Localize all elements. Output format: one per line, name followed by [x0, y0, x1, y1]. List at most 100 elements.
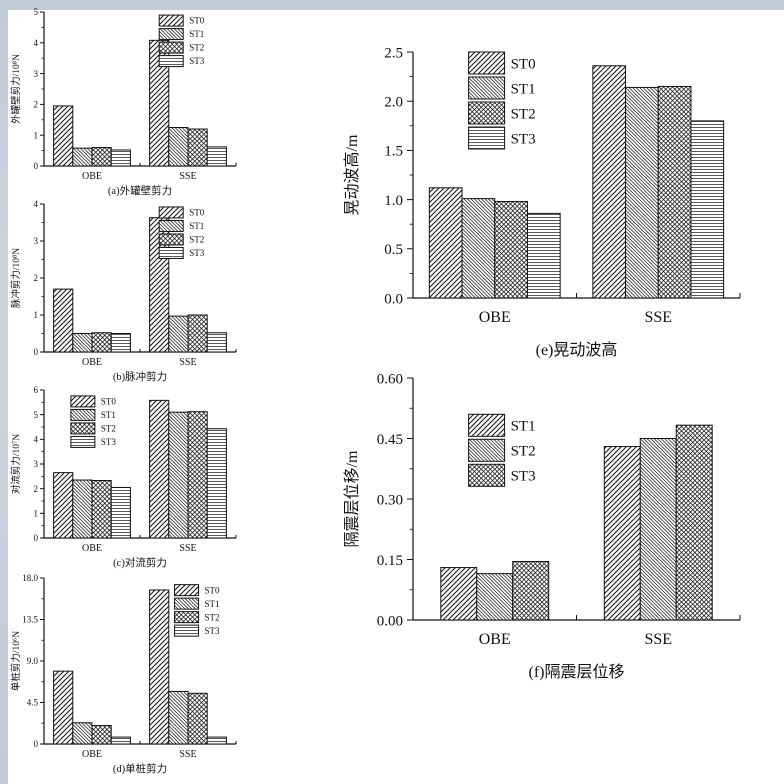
chart-c-legend-label-ST3: ST3	[101, 437, 117, 447]
chart-d-bar-ST2-SSE	[187, 692, 208, 745]
chart-c-legend-swatch-ST2	[70, 422, 96, 435]
svg-text:6: 6	[34, 385, 39, 395]
chart-f-legend-label-ST2: ST2	[511, 444, 536, 460]
svg-text:0: 0	[34, 739, 39, 749]
chart-a-legend-label-ST0: ST0	[189, 16, 205, 26]
chart-f-bar-ST3-OBE	[512, 561, 550, 621]
chart-e-bar-ST0-OBE	[428, 187, 463, 299]
svg-text:0.15: 0.15	[377, 553, 403, 569]
chart-d-ylabel: 单桩剪力/10⁶N	[10, 631, 22, 691]
chart-d-bar-ST3-OBE	[110, 736, 131, 745]
chart-e-legend-label-ST0: ST0	[511, 56, 536, 72]
chart-c-bar-ST2-SSE	[187, 411, 208, 539]
chart-b-ylabel: 脉冲剪力/10⁸N	[10, 248, 22, 308]
chart-e-bar-ST3-OBE	[526, 212, 561, 299]
chart-d-legend-swatch-ST3	[174, 624, 200, 637]
chart-f-legend-label-ST1: ST1	[511, 419, 536, 435]
chart-c-ylabel: 对流剪力/10⁷N	[10, 434, 22, 494]
chart-e-legend-swatch-ST1	[468, 76, 506, 100]
chart-b-bar-ST3-SSE	[206, 332, 227, 353]
chart-c-bar-ST1-SSE	[168, 411, 189, 539]
chart-f-bar-ST2-OBE	[476, 573, 514, 621]
chart-c-caption: (c)对流剪力	[113, 558, 167, 569]
svg-text:2.5: 2.5	[384, 45, 403, 61]
svg-text:4: 4	[34, 434, 39, 444]
svg-text:3: 3	[34, 459, 39, 469]
chart-b-bar-ST2-SSE	[187, 314, 208, 353]
chart-e-legend-swatch-ST2	[468, 101, 506, 125]
chart-a-canvas: 0 1 2 3 4 5 OBE SSE ST0 ST1 ST2 ST3 外罐壁剪力/10⁸N	[10, 7, 237, 182]
chart-b-legend-label-ST3: ST3	[189, 248, 205, 258]
chart-f-bar-ST1-OBE	[440, 567, 478, 621]
chart-c-bar-ST1-OBE	[72, 479, 93, 539]
chart-e-legend-swatch-ST0	[468, 51, 506, 75]
chart-f-category-label: OBE	[479, 631, 511, 648]
chart-d-bar-ST0-SSE	[149, 589, 170, 745]
svg-text:0.60: 0.60	[377, 371, 403, 387]
chart-c-category-label: SSE	[179, 543, 196, 554]
svg-text:0.5: 0.5	[384, 242, 403, 258]
chart-d-bar-ST1-SSE	[168, 690, 189, 745]
chart-e-canvas: 0.0 0.5 1.0 1.5 2.0 2.5 OBE SSE ST0 ST1 ST2 ST3 晃动波高…	[343, 45, 741, 326]
svg-text:4: 4	[34, 199, 39, 209]
chart-f-legend-label-ST3: ST3	[511, 469, 536, 485]
chart-c-bar-ST2-OBE	[91, 480, 112, 539]
chart-a-category-label: OBE	[82, 171, 102, 182]
svg-text:1: 1	[34, 310, 39, 320]
chart-d-legend-label-ST3: ST3	[205, 626, 221, 636]
chart-impulsive-shear: 0 1 2 3 4 OBE SSE ST0 ST1 ST2 ST3 脉冲剪力/10⁸N (b)脉冲剪力	[8, 198, 256, 384]
chart-e-category-label: OBE	[479, 309, 511, 326]
chart-c-legend-swatch-ST0	[70, 395, 96, 408]
chart-b-category-label: SSE	[179, 357, 196, 368]
chart-b-bar-ST1-SSE	[168, 315, 189, 353]
chart-d-canvas: 0 4.5 9.0 13.5 18.0 OBE SSE ST0 ST1 ST2 ST3 单桩剪力/10…	[10, 573, 237, 760]
chart-d-category-label: OBE	[82, 749, 102, 760]
svg-text:5: 5	[34, 410, 39, 420]
chart-c-legend-label-ST1: ST1	[101, 410, 116, 420]
svg-text:1.0: 1.0	[384, 193, 403, 209]
chart-single-pile-shear: 0 4.5 9.0 13.5 18.0 OBE SSE ST0 ST1 ST2 ST3 单桩剪力/10…	[8, 572, 256, 776]
chart-c-canvas: 0 1 2 3 4 5 6 OBE SSE ST0 ST1 ST2 ST3 对流剪力/10⁷N	[10, 385, 237, 554]
chart-b-canvas: 0 1 2 3 4 OBE SSE ST0 ST1 ST2 ST3 脉冲剪力/10⁸N	[10, 199, 237, 368]
chart-d-legend-label-ST2: ST2	[205, 612, 220, 622]
chart-b-legend-swatch-ST1	[158, 219, 184, 232]
chart-d-legend-label-ST0: ST0	[205, 585, 221, 595]
chart-c-bar-ST3-OBE	[110, 486, 131, 539]
chart-e-bar-ST3-SSE	[690, 120, 725, 299]
chart-b-category-label: OBE	[82, 357, 102, 368]
chart-b-legend-label-ST0: ST0	[189, 208, 205, 218]
chart-f-caption: (f)隔震层位移	[528, 664, 625, 681]
chart-c-legend-label-ST2: ST2	[101, 424, 116, 434]
chart-e-bar-ST2-SSE	[657, 85, 692, 299]
svg-text:0: 0	[34, 161, 39, 171]
svg-text:5: 5	[34, 7, 39, 17]
chart-b-legend-label-ST2: ST2	[189, 235, 204, 245]
chart-isolation-layer-displacement: 0.00 0.15 0.30 0.45 0.60 OBE SSE ST1 ST2 ST3 隔震层位移…	[335, 368, 760, 682]
chart-b-caption: (b)脉冲剪力	[112, 372, 168, 383]
chart-b-legend-swatch-ST3	[158, 246, 184, 259]
chart-d-bar-ST2-OBE	[91, 725, 112, 745]
chart-f-ylabel: 隔震层位移/m	[343, 450, 361, 547]
chart-c-bar-ST0-SSE	[149, 399, 170, 539]
chart-c-legend-swatch-ST1	[70, 408, 96, 421]
svg-text:0: 0	[34, 533, 39, 543]
chart-e-legend-swatch-ST3	[468, 126, 506, 150]
chart-a-legend-swatch-ST3	[158, 55, 184, 68]
svg-text:0.45: 0.45	[377, 432, 403, 448]
chart-e-bar-ST2-OBE	[494, 201, 528, 299]
chart-a-legend-swatch-ST2	[158, 41, 184, 54]
chart-d-legend-swatch-ST0	[174, 584, 200, 597]
chart-d-category-label: SSE	[179, 749, 196, 760]
chart-a-legend-label-ST1: ST1	[189, 29, 204, 39]
svg-text:0.00: 0.00	[377, 613, 403, 629]
chart-d-bar-ST3-SSE	[206, 736, 227, 745]
chart-outer-tank-wall-shear: 0 1 2 3 4 5 OBE SSE ST0 ST1 ST2 ST3 外罐壁剪力/10⁸N (a)外罐…	[8, 6, 256, 198]
chart-f-legend-swatch-ST2	[468, 438, 506, 462]
chart-a-bar-ST3-SSE	[206, 146, 227, 167]
chart-d-legend-label-ST1: ST1	[205, 599, 220, 609]
chart-convective-shear: 0 1 2 3 4 5 6 OBE SSE ST0 ST1 ST2 ST3 对流剪力/10⁷N (c)对流…	[8, 384, 256, 570]
chart-e-legend-label-ST3: ST3	[511, 131, 536, 147]
chart-e-legend-label-ST2: ST2	[511, 106, 536, 122]
svg-text:2: 2	[34, 484, 39, 494]
